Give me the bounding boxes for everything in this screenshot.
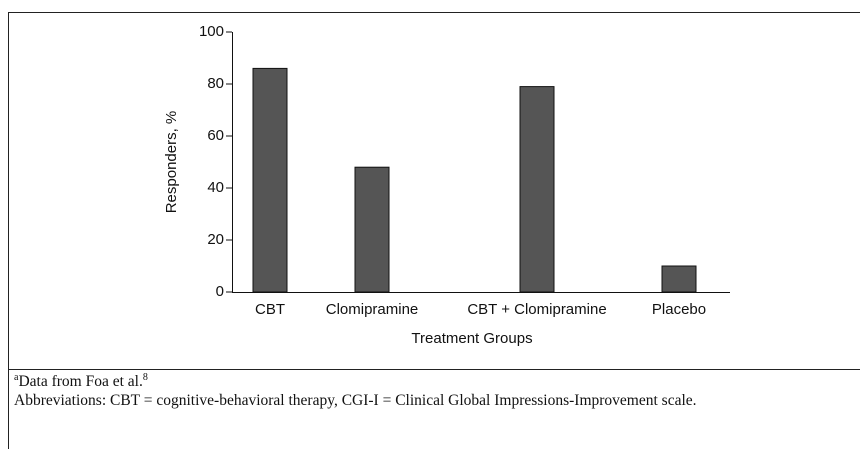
x-tick-label: Clomipramine [326,301,419,318]
y-tick-label: 40 [207,179,224,196]
bar [519,86,555,293]
x-tick-label: CBT [255,301,285,318]
x-tick-label: Placebo [652,301,706,318]
bar [661,265,697,293]
abbreviations: Abbreviations: CBT = cognitive-behaviora… [14,392,697,409]
y-tick-label: 60 [207,127,224,144]
y-tick-label: 80 [207,75,224,92]
footnote-marker: a [14,372,19,383]
y-tick-label: 0 [216,283,224,300]
footnotes: aData from Foa et al.8 Abbreviations: CB… [14,372,814,410]
bar [252,67,288,293]
source-text: Data from Foa et al. [18,373,143,390]
y-tick-label: 20 [207,231,224,248]
source-note: aData from Foa et al.8 [14,372,814,391]
reference-number: 8 [142,372,148,383]
y-tick-label: 100 [199,23,224,40]
bar [354,166,390,293]
x-axis-label: Treatment Groups [411,330,532,347]
x-tick-label: CBT + Clomipramine [467,301,606,318]
y-axis-label: Responders, % [163,111,180,214]
